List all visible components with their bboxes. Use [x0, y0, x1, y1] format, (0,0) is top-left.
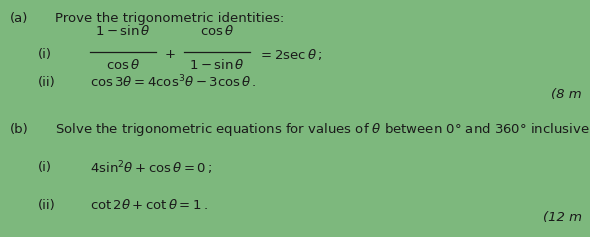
Text: (12 m: (12 m: [543, 211, 582, 224]
Text: $+$: $+$: [164, 47, 176, 60]
Text: (8 m: (8 m: [552, 88, 582, 101]
Text: Solve the trigonometric equations for values of $\theta$ between 0° and 360° inc: Solve the trigonometric equations for va…: [55, 122, 590, 138]
Text: (i): (i): [38, 161, 52, 174]
Text: $1-\sin\theta$: $1-\sin\theta$: [95, 24, 151, 38]
Text: (b): (b): [10, 123, 29, 137]
Text: Prove the trigonometric identities:: Prove the trigonometric identities:: [55, 12, 284, 25]
Text: (i): (i): [38, 47, 52, 60]
Text: $1-\sin\theta$: $1-\sin\theta$: [189, 58, 245, 72]
Text: $\cos\theta$: $\cos\theta$: [106, 58, 140, 72]
Text: $= 2\sec\theta\,;$: $= 2\sec\theta\,;$: [258, 46, 322, 61]
Text: (a): (a): [10, 12, 28, 25]
Text: (ii): (ii): [38, 76, 55, 88]
Text: $\cos\theta$: $\cos\theta$: [200, 24, 234, 38]
Text: $4\sin^2\!\theta + \cos\theta = 0\,;$: $4\sin^2\!\theta + \cos\theta = 0\,;$: [90, 159, 212, 177]
Text: (ii): (ii): [38, 199, 55, 211]
Text: $\cos 3\theta = 4\cos^3\!\theta - 3\cos\theta\,.$: $\cos 3\theta = 4\cos^3\!\theta - 3\cos\…: [90, 74, 257, 90]
Text: $\cot 2\theta + \cot\theta = 1\,.$: $\cot 2\theta + \cot\theta = 1\,.$: [90, 198, 208, 212]
